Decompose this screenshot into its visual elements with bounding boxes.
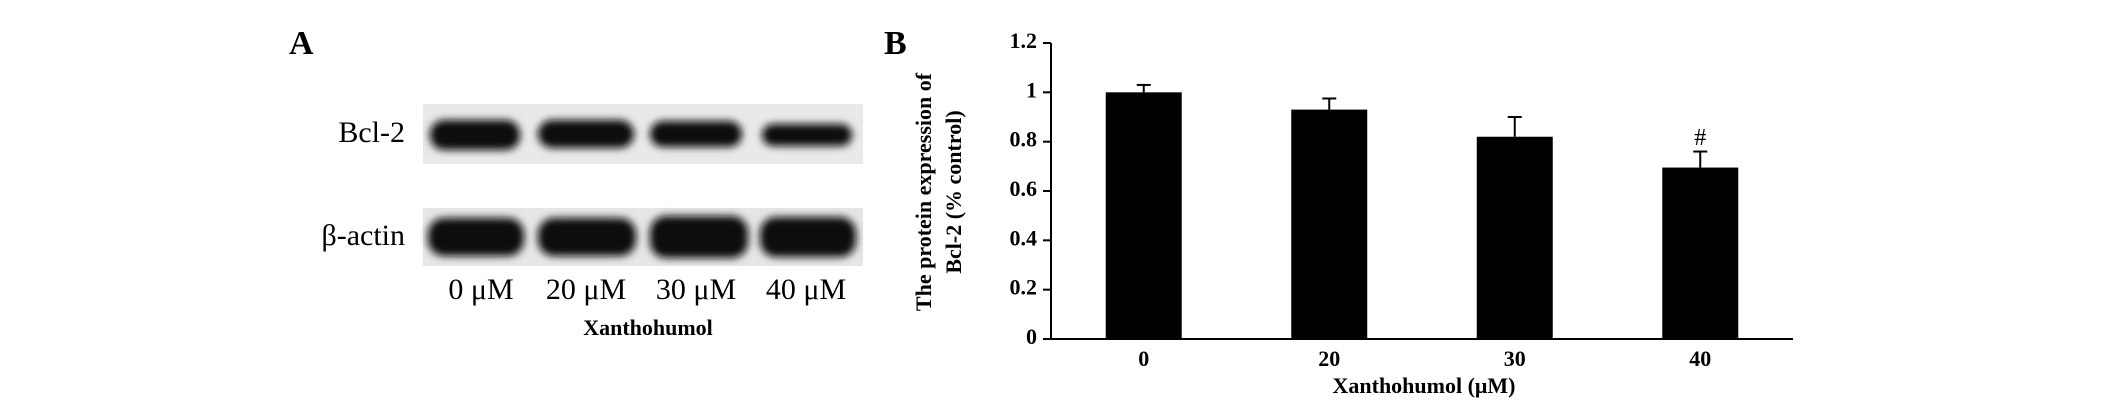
y-tick-label: 0.4 xyxy=(1010,225,1038,250)
band xyxy=(430,120,520,150)
lane-label: 40 μM xyxy=(766,273,846,306)
band xyxy=(760,217,856,257)
y-tick-label: 0.8 xyxy=(1010,127,1038,152)
y-tick-label: 1 xyxy=(1026,77,1037,102)
y-tick-label: 0.2 xyxy=(1010,275,1038,300)
band xyxy=(538,218,636,256)
panel-label: A xyxy=(289,25,314,62)
x-axis-label: Xanthohumol (μM) xyxy=(1333,373,1516,398)
band xyxy=(650,216,748,258)
row-label: Bcl-2 xyxy=(338,116,405,149)
band xyxy=(538,120,634,148)
x-axis-label: Xanthohumol xyxy=(583,315,713,340)
y-tick-label: 1.2 xyxy=(1010,28,1038,53)
band xyxy=(762,124,852,146)
lane-label: 30 μM xyxy=(656,273,736,306)
y-axis-label: Bcl-2 (% control) xyxy=(941,110,966,273)
lane-label: 20 μM xyxy=(546,273,626,306)
y-axis-label: The protein expression of xyxy=(911,72,936,311)
band xyxy=(428,218,524,256)
band xyxy=(650,121,742,147)
bar xyxy=(1662,167,1739,339)
y-tick-label: 0.6 xyxy=(1010,176,1038,201)
x-tick-label: 30 xyxy=(1504,346,1526,371)
panel-b: B The protein expression of Bcl-2 (% con… xyxy=(884,25,1793,398)
lane-label: 0 μM xyxy=(448,273,513,306)
y-tick-label: 0 xyxy=(1026,324,1037,349)
panel-label: B xyxy=(884,25,907,62)
x-tick-label: 40 xyxy=(1689,346,1711,371)
panel-a: A Bcl-2 β-actin 0 μM 20 μM 30 μM 40 μM X… xyxy=(289,25,863,340)
bar xyxy=(1291,109,1368,339)
bar xyxy=(1105,92,1182,339)
x-tick-label: 0 xyxy=(1138,346,1149,371)
x-tick-label: 20 xyxy=(1318,346,1340,371)
bar xyxy=(1476,136,1553,339)
annotation: # xyxy=(1694,125,1706,151)
row-label: β-actin xyxy=(321,219,405,252)
